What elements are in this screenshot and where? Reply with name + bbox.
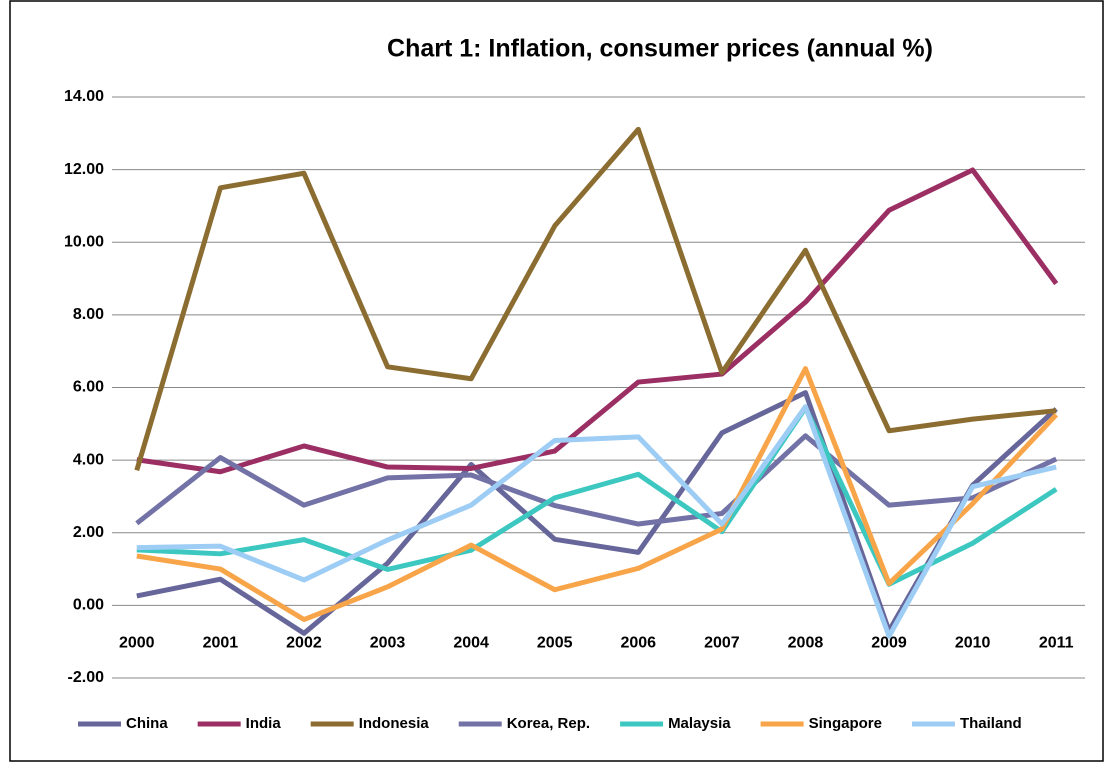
legend-label: Thailand xyxy=(960,715,1022,732)
series-line xyxy=(134,126,1057,472)
legend-label: Malaysia xyxy=(668,715,731,732)
x-tick-label: 2001 xyxy=(203,635,239,652)
x-tick-label: 2011 xyxy=(1039,635,1074,652)
legend-label: Korea, Rep. xyxy=(507,715,590,732)
x-tick-label: 2009 xyxy=(871,635,907,652)
y-tick-label: 0.00 xyxy=(73,597,104,614)
series-line xyxy=(136,366,1059,623)
y-tick-label: 6.00 xyxy=(73,379,104,396)
chart-border xyxy=(9,0,1104,762)
series-line xyxy=(135,433,1058,527)
x-tick-label: 2008 xyxy=(788,635,824,652)
x-tick-label: 2003 xyxy=(370,635,406,652)
x-tick-label: 2007 xyxy=(704,635,740,652)
x-tick-label: 2000 xyxy=(119,635,155,652)
series-line xyxy=(136,167,1059,475)
series-line xyxy=(136,404,1057,639)
x-tick-label: 2005 xyxy=(537,635,573,652)
y-tick-label: 10.00 xyxy=(64,233,104,250)
x-tick-label: 2004 xyxy=(453,635,489,652)
legend-label: India xyxy=(246,715,282,732)
x-tick-label: 2010 xyxy=(955,635,991,652)
x-tick-label: 2002 xyxy=(286,635,322,652)
y-tick-label: 14.00 xyxy=(64,88,104,105)
y-tick-label: 8.00 xyxy=(73,306,104,323)
chart-title: Chart 1: Inflation, consumer prices (ann… xyxy=(387,35,933,63)
x-tick-label: 2006 xyxy=(620,635,656,652)
series-line xyxy=(136,405,1058,587)
y-tick-label: 4.00 xyxy=(73,451,104,468)
y-tick-label: -2.00 xyxy=(68,669,105,686)
legend-label: China xyxy=(126,715,168,732)
legend-label: Indonesia xyxy=(359,715,430,732)
y-tick-label: 12.00 xyxy=(64,161,104,178)
y-tick-label: 2.00 xyxy=(73,524,104,541)
legend-label: Singapore xyxy=(809,715,882,732)
